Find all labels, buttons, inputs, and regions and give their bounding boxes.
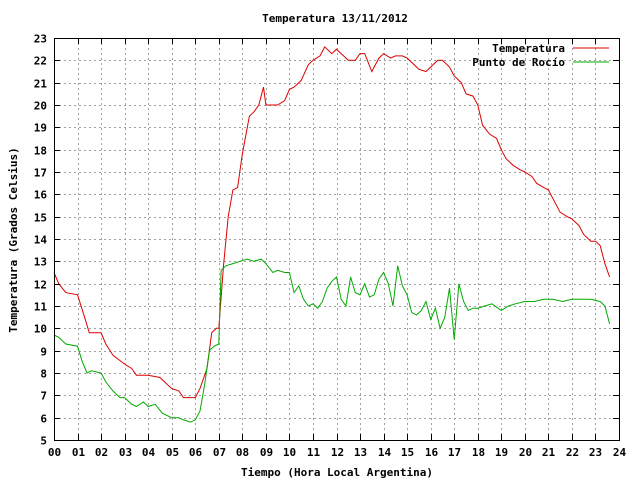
legend-label-0: Temperatura: [492, 42, 565, 55]
y-tick-label: 20: [34, 100, 47, 113]
x-tick-label: 24: [613, 446, 627, 459]
x-tick-label: 09: [260, 446, 273, 459]
y-tick-label: 18: [34, 145, 47, 158]
x-tick-label: 00: [48, 446, 61, 459]
x-tick-label: 07: [213, 446, 226, 459]
x-tick-label: 23: [589, 446, 602, 459]
series-line-0: [53, 46, 611, 399]
y-tick-label: 13: [34, 256, 47, 269]
x-tick-label: 11: [307, 446, 321, 459]
x-tick-label: 12: [331, 446, 344, 459]
x-tick-label: 15: [401, 446, 414, 459]
x-axis-title: Tiempo (Hora Local Argentina): [241, 466, 433, 479]
x-tick-label: 02: [95, 446, 108, 459]
x-tick-label: 19: [495, 446, 508, 459]
y-tick-label: 6: [40, 413, 47, 426]
y-tick-label: 15: [34, 212, 47, 225]
y-tick-label: 21: [34, 78, 48, 91]
y-tick-label: 17: [34, 167, 47, 180]
series-line-1: [53, 258, 611, 423]
x-tick-label: 13: [354, 446, 367, 459]
y-tick-label: 22: [34, 55, 47, 68]
x-tick-label: 20: [519, 446, 532, 459]
x-tick-label: 10: [283, 446, 296, 459]
y-tick-label: 5: [40, 435, 47, 448]
y-tick-label: 8: [40, 368, 47, 381]
y-tick-label: 19: [34, 122, 47, 135]
x-tick-label: 04: [142, 446, 156, 459]
y-tick-label: 23: [34, 33, 47, 46]
x-tick-label: 06: [189, 446, 203, 459]
grid: [54, 38, 619, 440]
y-tick-label: 9: [40, 346, 47, 359]
y-axis-title: Temperatura (Grados Celsius): [7, 147, 20, 332]
y-tick-label: 12: [34, 279, 47, 292]
y-tick-label: 10: [34, 323, 47, 336]
x-tick-label: 16: [425, 446, 439, 459]
x-tick-label: 03: [119, 446, 132, 459]
x-tick-label: 21: [542, 446, 556, 459]
chart-title: Temperatura 13/11/2012: [262, 12, 408, 25]
y-tick-label: 16: [34, 189, 48, 202]
ticks: 5 6 7 8 9 10 11 12 13 14 15 16 17 18 19 20 21 22 23 00 01 02 0…: [34, 33, 627, 460]
legend-label-1: Punto de Rocío: [472, 56, 565, 69]
x-tick-label: 17: [448, 446, 461, 459]
x-tick-label: 22: [566, 446, 579, 459]
y-tick-label: 11: [34, 301, 48, 314]
x-tick-label: 18: [472, 446, 485, 459]
x-tick-label: 08: [236, 446, 249, 459]
x-tick-label: 05: [166, 446, 179, 459]
x-tick-label: 01: [72, 446, 86, 459]
y-tick-label: 7: [40, 390, 47, 403]
x-tick-label: 14: [378, 446, 392, 459]
series-layer: [53, 46, 611, 423]
y-tick-label: 14: [34, 234, 48, 247]
